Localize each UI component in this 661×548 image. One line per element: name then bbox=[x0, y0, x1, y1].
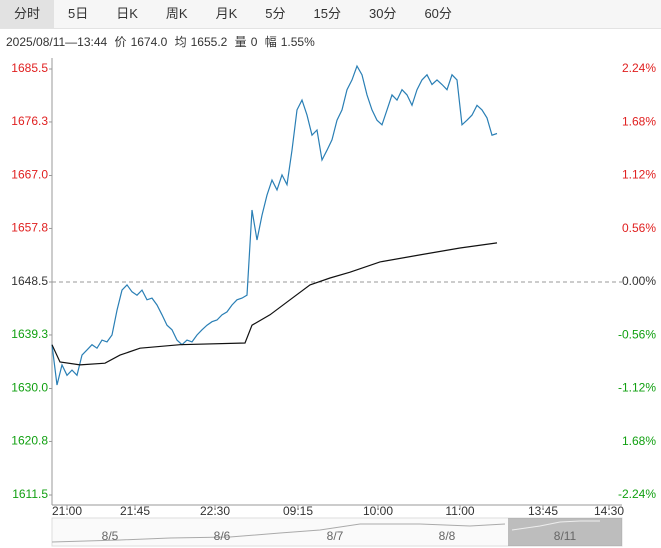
y2-tick-label: -2.24% bbox=[618, 487, 656, 501]
x-tick-label: 11:00 bbox=[445, 504, 474, 518]
x-tick-label: 10:00 bbox=[363, 504, 393, 518]
x-tick-label: 22:30 bbox=[200, 504, 230, 518]
y-tick-label: 1620.8 bbox=[11, 434, 48, 448]
y2-tick-label: 0.56% bbox=[622, 221, 656, 235]
tab[interactable]: 30分 bbox=[368, 6, 397, 21]
x-tick-label: 21:45 bbox=[120, 504, 150, 518]
tab[interactable]: 日K bbox=[116, 6, 138, 21]
x-tick-label: 13:45 bbox=[528, 504, 558, 518]
y2-tick-label: 1.68% bbox=[622, 434, 656, 448]
navigator-date: 8/6 bbox=[214, 529, 231, 543]
y2-tick-label: 1.68% bbox=[622, 114, 656, 128]
navigator-line bbox=[511, 520, 600, 531]
y2-tick-label: 0.00% bbox=[622, 274, 656, 288]
x-tick-label: 14:30 bbox=[594, 504, 624, 518]
label: 均 bbox=[174, 35, 187, 49]
label: 量 bbox=[234, 35, 247, 49]
datetime: 2025/08/11—13:44 bbox=[6, 35, 108, 49]
value: 1655.2 bbox=[190, 35, 228, 49]
y-tick-label: 1611.5 bbox=[12, 487, 48, 501]
y-tick-label: 1639.3 bbox=[11, 327, 48, 341]
y-tick-label: 1657.8 bbox=[11, 221, 48, 235]
price-line bbox=[51, 242, 498, 366]
value: 1.55% bbox=[280, 35, 315, 49]
y2-tick-label: -1.12% bbox=[618, 381, 656, 395]
y-tick-label: 1676.3 bbox=[11, 114, 48, 128]
y-tick-label: 1685.5 bbox=[11, 61, 48, 75]
navigator-date: 8/7 bbox=[327, 529, 344, 543]
y-tick-label: 1648.5 bbox=[11, 274, 48, 288]
tab[interactable]: 分时 bbox=[0, 0, 55, 28]
navigator-date: 8/5 bbox=[102, 529, 119, 543]
y2-tick-label: -0.56% bbox=[618, 327, 656, 341]
navigator-line bbox=[51, 523, 506, 543]
value: 1674.0 bbox=[130, 35, 168, 49]
tab[interactable]: 月K bbox=[215, 6, 238, 21]
y2-tick-label: 2.24% bbox=[622, 61, 656, 75]
x-tick-label: 09:15 bbox=[283, 504, 313, 518]
tab[interactable]: 5分 bbox=[265, 6, 286, 21]
y-tick-label: 1667.0 bbox=[11, 168, 48, 182]
label: 价 bbox=[114, 35, 127, 49]
x-tick-label: 21:00 bbox=[52, 504, 82, 518]
price-line bbox=[51, 64, 498, 386]
navigator-window[interactable] bbox=[508, 518, 622, 546]
y2-tick-label: 1.12% bbox=[622, 168, 656, 182]
tab[interactable]: 15分 bbox=[313, 6, 341, 21]
tab[interactable]: 周K bbox=[165, 6, 188, 21]
tab[interactable]: 5日 bbox=[68, 6, 89, 21]
navigator-date: 8/11 bbox=[554, 529, 577, 543]
navigator-date: 8/8 bbox=[439, 529, 456, 543]
label: 幅 bbox=[264, 35, 277, 49]
y-tick-label: 1630.0 bbox=[11, 381, 48, 395]
tab[interactable]: 60分 bbox=[424, 6, 452, 21]
value: 0 bbox=[250, 35, 258, 49]
tab-bar: 分时 5日 日K 周K 月K 5分 15分 30分 60分 bbox=[0, 0, 661, 29]
